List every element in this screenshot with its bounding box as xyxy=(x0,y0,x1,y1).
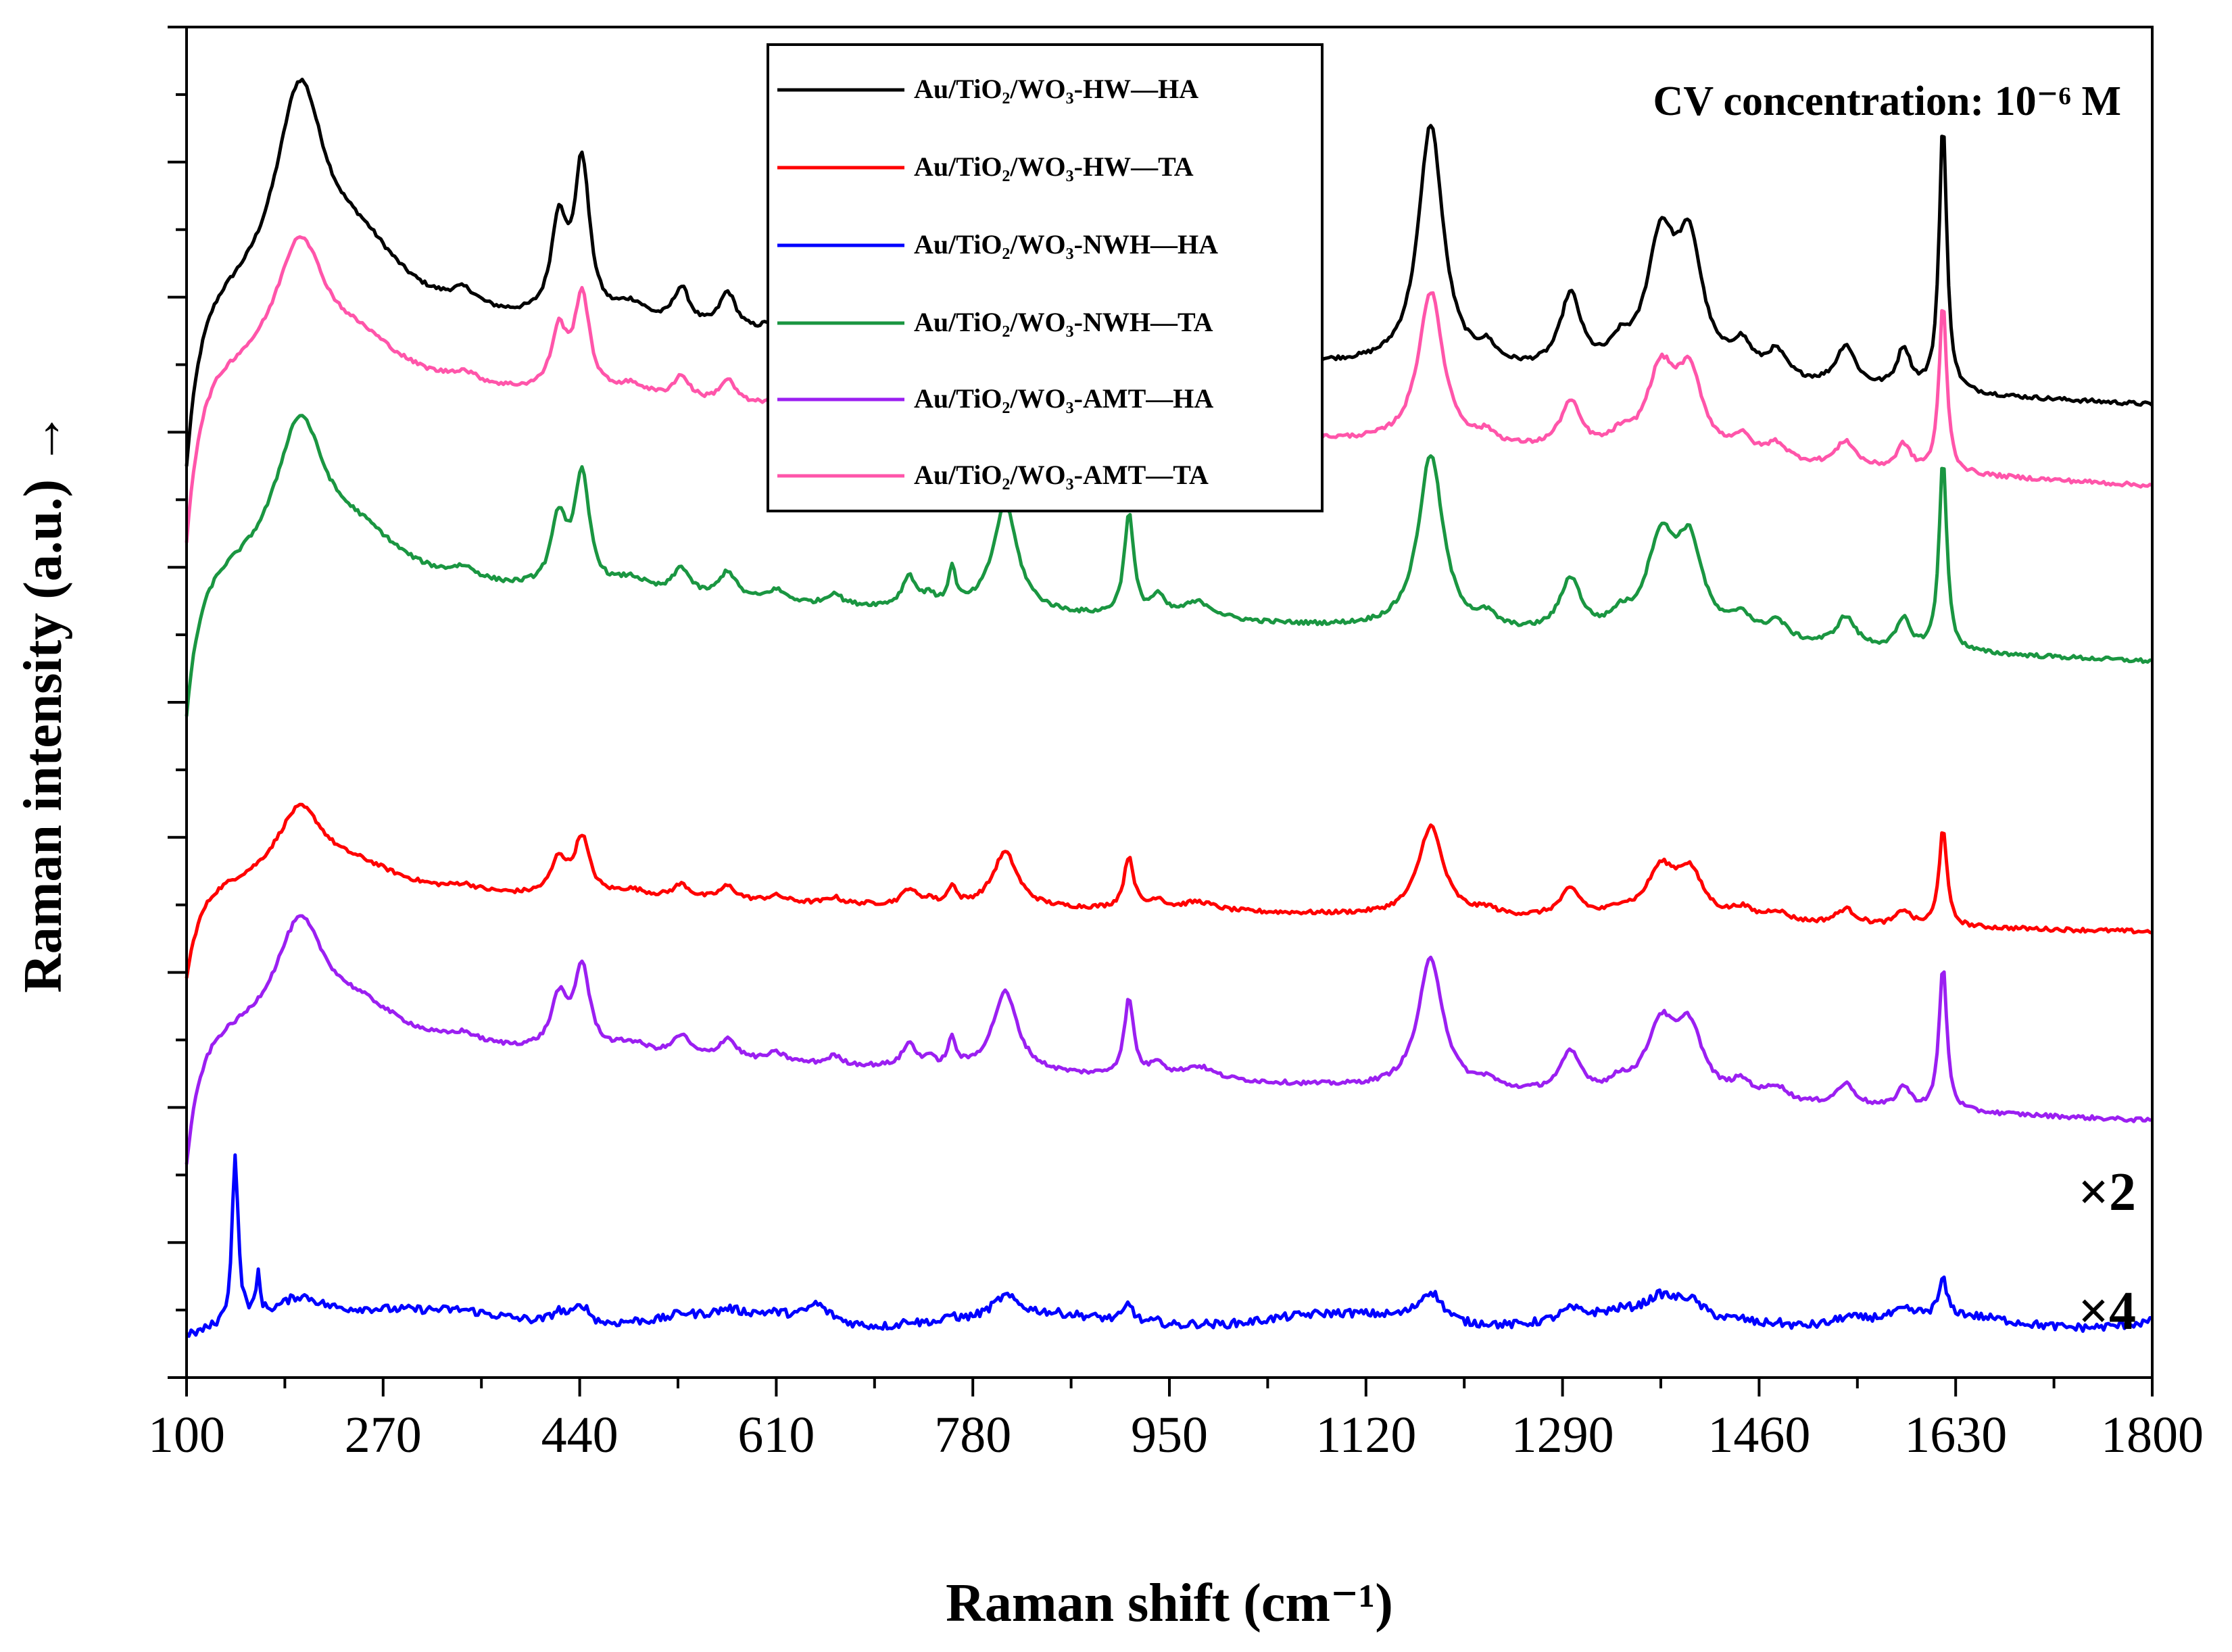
series-line-3 xyxy=(185,414,2153,717)
x-tick-label: 610 xyxy=(737,1407,815,1463)
x-ticks: 100 270 440 610 780 950 1120 1290 1460 1630 1800 xyxy=(148,1378,2204,1463)
x-tick-label: 1120 xyxy=(1315,1407,1416,1463)
series-line-4 xyxy=(185,914,2153,1165)
legend-box xyxy=(767,43,1324,512)
x-tick-label: 1290 xyxy=(1511,1407,1614,1463)
multiplier-x2-label: ×2 xyxy=(2078,1163,2136,1222)
series-line-1 xyxy=(185,802,2153,979)
legend-label: Au/TiO₂/WO₃-NWH—TA xyxy=(914,307,1213,337)
legend-label: Au/TiO₂/WO₃-AMT—HA xyxy=(914,383,1213,414)
x-axis-title: Raman shift (cm⁻¹) xyxy=(946,1574,1393,1633)
x-tick-label: 100 xyxy=(148,1407,225,1463)
y-axis-title: Raman intensity (a.u.) → xyxy=(14,412,73,993)
x-tick-label: 440 xyxy=(541,1407,618,1463)
multiplier-x4-label: ×4 xyxy=(2078,1282,2136,1341)
concentration-annotation: CV concentration: 10⁻⁶ M xyxy=(1653,78,2121,124)
x-tick-label: 1800 xyxy=(2101,1407,2204,1463)
x-tick-label: 1460 xyxy=(1707,1407,1810,1463)
legend-entries: Au/TiO₂/WO₃-HW—HA Au/TiO₂/WO₃-HW—TA Au/TiO… xyxy=(777,74,1218,490)
legend: Au/TiO₂/WO₃-HW—HA Au/TiO₂/WO₃-HW—TA Au/TiO… xyxy=(767,43,1324,512)
x-tick-label: 950 xyxy=(1131,1407,1208,1463)
x-tick-label: 780 xyxy=(934,1407,1011,1463)
legend-label: Au/TiO₂/WO₃-HW—HA xyxy=(914,74,1198,104)
x-tick-label: 1630 xyxy=(1904,1407,2007,1463)
x-tick-label: 270 xyxy=(345,1407,422,1463)
legend-label: Au/TiO₂/WO₃-HW—TA xyxy=(914,151,1194,182)
y-ticks xyxy=(168,26,187,1379)
legend-label: Au/TiO₂/WO₃-NWH—HA xyxy=(914,229,1218,260)
legend-label: Au/TiO₂/WO₃-AMT—TA xyxy=(914,460,1209,490)
series-line-2 xyxy=(185,1153,2153,1338)
